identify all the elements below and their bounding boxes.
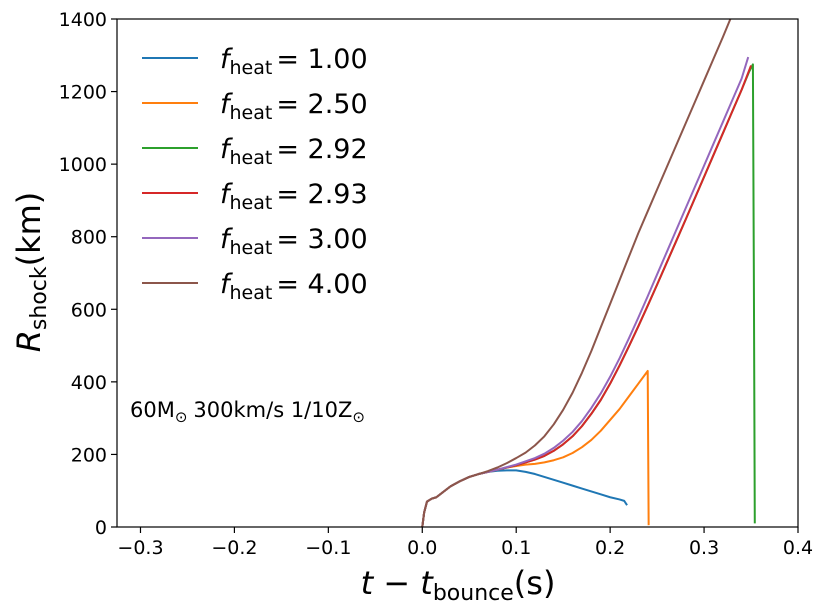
y-tick-label: 200 xyxy=(71,444,107,466)
y-tick-label: 1400 xyxy=(59,9,107,31)
x-tick-label: −0.3 xyxy=(117,537,163,559)
legend-label-6: fheat = 4.00 xyxy=(220,269,368,304)
series-layer xyxy=(421,19,756,527)
annotation-mass: 60M xyxy=(130,398,175,422)
y-tick-label: 1200 xyxy=(59,82,107,104)
y-axis-label-tail: (km) xyxy=(10,192,48,267)
legend-label-2: fheat = 2.50 xyxy=(220,89,368,124)
legend-label-3: fheat = 2.92 xyxy=(220,134,368,169)
annotation-sun-symbol-2: ⊙ xyxy=(352,408,365,426)
y-tick-label: 1000 xyxy=(59,154,107,176)
x-tick-label: 0.4 xyxy=(783,537,813,559)
ticks-layer: −0.3 −0.2 −0.1 0.0 0.1 0.2 0.3 0.4 0 200 400 600 800… xyxy=(59,9,813,559)
x-tick-label: 0.0 xyxy=(407,537,437,559)
x-axis-label: t − tbounce(s) xyxy=(361,564,556,606)
y-axis-label-main: R xyxy=(10,330,48,352)
y-tick-label: 400 xyxy=(71,372,107,394)
legend-label-5: fheat = 3.00 xyxy=(220,224,368,259)
plot-frame xyxy=(116,18,799,528)
x-tick-label: −0.2 xyxy=(211,537,257,559)
series-line-6 xyxy=(421,19,732,527)
x-tick-label: 0.1 xyxy=(501,537,531,559)
annotation: 60M⊙ 300km/s 1/10Z⊙ xyxy=(130,398,365,426)
legend-label-1: fheat = 1.00 xyxy=(220,44,368,79)
y-tick-label: 600 xyxy=(71,299,107,321)
x-tick-label: −0.1 xyxy=(305,537,351,559)
y-axis-label: Rshock(km) xyxy=(10,192,52,353)
x-axis-label-main: t − t xyxy=(361,564,435,602)
annotation-sun-symbol-1: ⊙ xyxy=(175,408,188,426)
x-tick-label: 0.3 xyxy=(689,537,719,559)
legend-label-4: fheat = 2.93 xyxy=(220,179,368,214)
legend: fheat = 1.00 fheat = 2.50 fheat = 2.92 fheat = … xyxy=(142,44,368,304)
x-axis-label-tail: (s) xyxy=(514,564,556,602)
y-axis-label-sub: shock xyxy=(27,266,52,330)
y-tick-label: 0 xyxy=(95,517,107,539)
x-axis-label-sub: bounce xyxy=(433,581,514,606)
y-tick-label: 800 xyxy=(71,227,107,249)
x-tick-label: 0.2 xyxy=(595,537,625,559)
annotation-speed: 300km/s 1/10Z xyxy=(193,398,352,422)
